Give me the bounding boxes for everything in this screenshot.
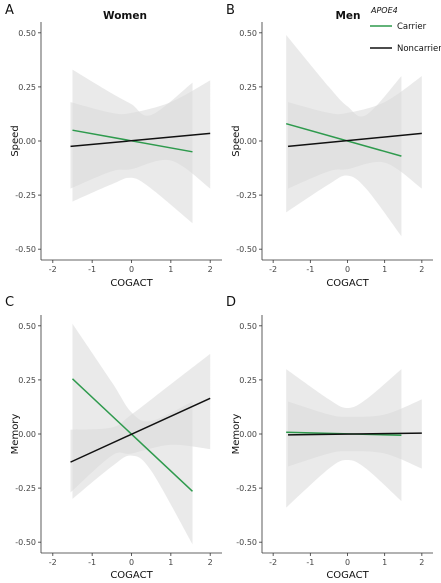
x-tick-label: 2 [419, 558, 424, 567]
y-tick-label: -0.25 [15, 484, 36, 493]
y-tick-label: 0.25 [18, 376, 36, 385]
x-axis-title: COGACT [326, 278, 369, 289]
legend-title: APOE4 [370, 6, 398, 15]
line-noncarrier [288, 432, 422, 436]
x-tick-label: 0 [345, 558, 350, 567]
line-carrier [71, 378, 194, 492]
x-tick-label: 2 [208, 265, 213, 274]
y-tick-label: 0.50 [239, 322, 257, 331]
x-tick-label: -2 [49, 265, 57, 274]
y-tick-label: 0.50 [18, 29, 36, 38]
y-tick-label: -0.50 [15, 538, 36, 547]
panel-title: Women [103, 10, 147, 22]
x-tick-label: 1 [168, 265, 173, 274]
y-axis-title: Memory [10, 414, 21, 455]
y-axis-title: Memory [231, 414, 242, 455]
x-tick-label: 1 [382, 265, 387, 274]
panel-letter: C [5, 295, 14, 310]
y-axis-title: Speed [10, 125, 21, 156]
y-tick-label: 0.25 [239, 83, 257, 92]
panel-b: B Men -0.50 -0.25 0.00 0.25 0.50 -2 -1 0 1 2 COGACT S… [226, 3, 433, 289]
y-tick-label: -0.50 [236, 245, 257, 254]
ci-band-noncarrier [70, 80, 211, 189]
y-tick-label: 0.25 [239, 376, 257, 385]
legend: APOE4 Carrier Noncarrier [370, 6, 441, 54]
y-tick-label: 0.00 [18, 430, 36, 439]
legend-label-carrier: Carrier [397, 22, 427, 32]
y-tick-label: -0.25 [15, 191, 36, 200]
y-axis-title: Speed [231, 125, 242, 156]
y-tick-label: -0.25 [236, 484, 257, 493]
line-noncarrier [287, 132, 422, 148]
x-axis-title: COGACT [326, 570, 369, 581]
x-tick-label: -2 [269, 265, 277, 274]
x-tick-label: 0 [129, 265, 134, 274]
panel-d: D -0.50 -0.25 0.00 0.25 0.50 -2 -1 0 1 2 COGACT Memo… [226, 295, 433, 581]
x-tick-label: 1 [382, 558, 387, 567]
line-noncarrier [70, 132, 211, 148]
x-tick-label: -1 [88, 265, 96, 274]
x-tick-label: 0 [345, 265, 350, 274]
line-noncarrier [70, 397, 211, 463]
ci-band-noncarrier [288, 76, 422, 189]
y-tick-label: -0.50 [236, 538, 257, 547]
x-tick-label: -2 [269, 558, 277, 567]
x-tick-label: -2 [49, 558, 57, 567]
legend-label-noncarrier: Noncarrier [397, 44, 441, 54]
panel-a: A Women -0.50 -0.25 0.00 0.25 0.50 -2 -1 0 1 2 COGAC… [5, 3, 222, 289]
y-tick-label: 0.00 [239, 430, 257, 439]
x-tick-label: 2 [208, 558, 213, 567]
y-tick-label: -0.25 [236, 191, 257, 200]
y-tick-label: 0.00 [239, 137, 257, 146]
x-tick-label: 2 [419, 265, 424, 274]
panel-c: C -0.50 -0.25 0.00 0.25 0.50 -2 -1 0 1 2 COGACT Memo… [5, 295, 222, 581]
x-tick-label: 1 [168, 558, 173, 567]
panel-letter: D [226, 295, 236, 310]
y-tick-label: 0.50 [18, 322, 36, 331]
panel-letter: A [5, 3, 14, 18]
x-tick-label: -1 [306, 265, 314, 274]
y-tick-label: -0.50 [15, 245, 36, 254]
panel-title: Men [335, 10, 360, 22]
x-tick-label: -1 [306, 558, 314, 567]
y-tick-label: 0.50 [239, 29, 257, 38]
x-axis-title: COGACT [110, 278, 153, 289]
panel-letter: B [226, 3, 235, 18]
x-tick-label: -1 [88, 558, 96, 567]
x-tick-label: 0 [129, 558, 134, 567]
y-tick-label: 0.00 [18, 137, 36, 146]
ci-band-noncarrier [70, 353, 211, 493]
x-axis-title: COGACT [110, 570, 153, 581]
line-carrier [285, 122, 402, 157]
y-tick-label: 0.25 [18, 83, 36, 92]
